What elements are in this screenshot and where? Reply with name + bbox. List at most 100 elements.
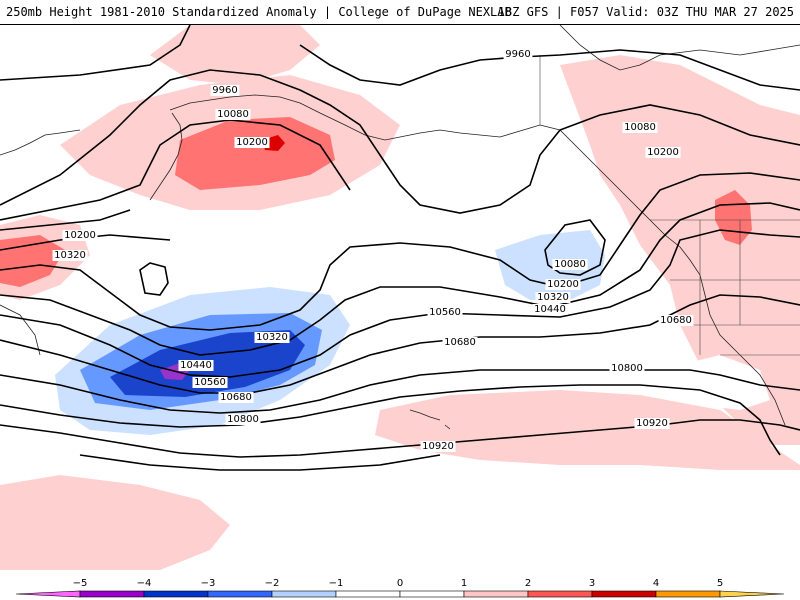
legend-color-swatch (15, 590, 81, 598)
contour-label-background (532, 304, 568, 315)
contour-label: 10800 (225, 414, 261, 425)
map-header: 250mb Height 1981-2010 Standardized Anom… (0, 0, 800, 25)
contour-label-text: 10080 (217, 109, 249, 120)
legend-tick-label: −2 (265, 578, 280, 589)
contour-label: 10080 (622, 122, 658, 133)
contour-label: 9960 (503, 49, 533, 60)
contour-label: 10080 (552, 259, 588, 270)
legend-tick-label: 5 (717, 578, 723, 589)
contour-label-text: 10440 (534, 304, 566, 315)
contour-label-text: 10200 (647, 147, 679, 158)
contour-label: 10680 (658, 315, 694, 326)
contour-label: 10680 (442, 337, 478, 348)
contour-label-background (218, 392, 254, 403)
contour-label-background (178, 360, 214, 371)
contour-label: 10680 (218, 392, 254, 403)
legend-color-swatch (207, 590, 273, 598)
contour-label-text: 10320 (537, 292, 569, 303)
contour-label-text: 10560 (429, 307, 461, 318)
neutral-patch (680, 355, 770, 410)
legend-tick-label: 1 (461, 578, 467, 589)
contour-label-background (609, 363, 645, 374)
contour-label: 10440 (178, 360, 214, 371)
legend-tick-label: 4 (653, 578, 659, 589)
legend-tick-label: 2 (525, 578, 531, 589)
legend-tick-label: 0 (397, 578, 403, 589)
contour-label: 10320 (52, 250, 88, 261)
contour-label-background (62, 230, 98, 241)
legend-color-swatch (463, 590, 529, 598)
contour-label: 10200 (545, 279, 581, 290)
anomaly-map: 9960 9960 10080 10080 10080 10200 10200 10200 10… (0, 25, 800, 575)
legend-tick-label: −3 (201, 578, 216, 589)
contour-label-text: 10560 (194, 377, 226, 388)
contour-label: 10560 (427, 307, 463, 318)
contour-label-text: 10080 (554, 259, 586, 270)
contour-label: 10800 (609, 363, 645, 374)
legend-color-swatch (719, 590, 785, 598)
legend-color-swatch (399, 590, 465, 598)
contour-label-text: 10920 (422, 441, 454, 452)
legend-tick-label: 3 (589, 578, 595, 589)
contour-label-background (192, 377, 228, 388)
map-title: 250mb Height 1981-2010 Standardized Anom… (6, 5, 512, 19)
contour-labels: 9960 9960 10080 10080 10080 10200 10200 10200 10… (52, 49, 694, 452)
contour-label: 10440 (532, 304, 568, 315)
legend-color-swatch (143, 590, 209, 598)
contour-label: 10080 (215, 109, 251, 120)
contour-label: 10920 (634, 418, 670, 429)
contour-label-text: 10200 (64, 230, 96, 241)
legend-color-bar (15, 590, 785, 598)
contour-label-text: 10080 (624, 122, 656, 133)
contour-label-text: 10800 (227, 414, 259, 425)
model-run-info: 18Z GFS | F057 Valid: 03Z THU MAR 27 202… (497, 5, 794, 19)
legend-color-swatch (79, 590, 145, 598)
legend-tick-label: −4 (137, 578, 152, 589)
contour-label-background (622, 122, 658, 133)
contour-label-background (210, 85, 240, 96)
contour-label-text: 9960 (212, 85, 237, 96)
contour-label-text: 10200 (236, 137, 268, 148)
contour-label-background (225, 414, 261, 425)
contour-label: 10200 (234, 137, 270, 148)
legend-tick-label: −5 (73, 578, 88, 589)
contour-label: 10320 (535, 292, 571, 303)
contour-label-text: 10920 (636, 418, 668, 429)
political-borders (539, 55, 800, 356)
contour-label: 9960 (210, 85, 240, 96)
legend-color-swatch (271, 590, 337, 598)
contour-label: 10200 (645, 147, 681, 158)
legend-color-swatch (527, 590, 593, 598)
contour-label-background (215, 109, 251, 120)
contour-label-background (427, 307, 463, 318)
contour-label-text: 10320 (54, 250, 86, 261)
contour-label: 10320 (254, 332, 290, 343)
contour-label-background (254, 332, 290, 343)
contour-label-background (645, 147, 681, 158)
contour-label-text: 9960 (505, 49, 530, 60)
positive-anomaly-light (0, 25, 800, 570)
legend-tick-label: −1 (329, 578, 344, 589)
legend-color-swatch (591, 590, 657, 598)
contour-label: 10560 (192, 377, 228, 388)
contour-label-background (535, 292, 571, 303)
contour-label-text: 10440 (180, 360, 212, 371)
contour-label-background (442, 337, 478, 348)
contour-label: 10920 (420, 441, 456, 452)
height-contours (0, 25, 800, 471)
contour-label-background (234, 137, 270, 148)
contour-label-text: 10680 (444, 337, 476, 348)
contour-label-text: 10800 (611, 363, 643, 374)
contour-label-background (658, 315, 694, 326)
contour-label-background (503, 49, 533, 60)
legend-tick-labels: −5 −4 −3 −2 −1 0 1 2 3 4 5 (73, 578, 724, 589)
contour-label-background (634, 418, 670, 429)
anomaly-legend: −5 −4 −3 −2 −1 0 1 2 3 4 5 (0, 575, 800, 600)
contour-label-background (552, 259, 588, 270)
contour-label-text: 10680 (660, 315, 692, 326)
legend-color-swatch (335, 590, 401, 598)
contour-label-background (52, 250, 88, 261)
contour-label-text: 10200 (547, 279, 579, 290)
contour-label-text: 10320 (256, 332, 288, 343)
contour-label: 10200 (62, 230, 98, 241)
